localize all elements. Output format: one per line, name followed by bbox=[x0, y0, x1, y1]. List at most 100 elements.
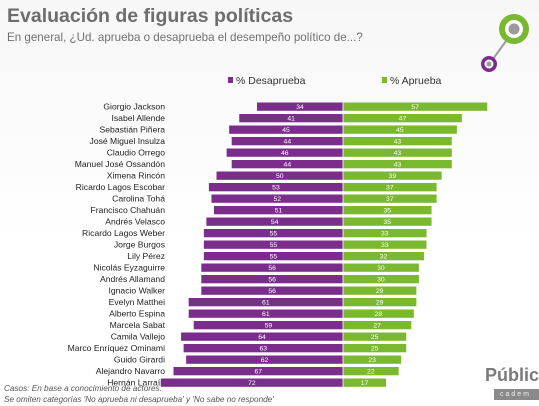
value-label-aprueba-giorgio-jackson: 57 bbox=[411, 104, 419, 111]
value-label-aprueba-alberto-espina: 28 bbox=[375, 311, 383, 318]
value-label-aprueba-hernan-larrain: 17 bbox=[361, 380, 369, 387]
brand-subname: cadem bbox=[494, 389, 539, 400]
value-label-desaprueba-hernan-larrain: 72 bbox=[248, 380, 256, 387]
category-label-lily-perez: Lily Pérez bbox=[127, 251, 165, 261]
value-label-aprueba-jorge-burgos: 33 bbox=[381, 242, 389, 249]
value-label-aprueba-evelyn-matthei: 29 bbox=[376, 300, 384, 307]
bar-desaprueba-ximena-rincon bbox=[216, 171, 343, 180]
value-label-desaprueba-jose-miguel-insulza: 44 bbox=[284, 139, 292, 146]
value-label-desaprueba-evelyn-matthei: 61 bbox=[262, 300, 270, 307]
category-label-andres-allamand: Andrés Allamand bbox=[100, 274, 165, 284]
bar-desaprueba-camila-vallejo bbox=[181, 332, 343, 341]
bar-desaprueba-marco-enriquez-ominami bbox=[183, 344, 343, 353]
bar-aprueba-jose-miguel-insulza bbox=[343, 137, 452, 146]
value-label-desaprueba-camila-vallejo: 64 bbox=[258, 334, 266, 341]
value-label-desaprueba-francisco-chahuan: 51 bbox=[275, 208, 283, 215]
bar-desaprueba-nicolas-eyzaguirre bbox=[201, 263, 343, 272]
bar-aprueba-alberto-espina bbox=[343, 309, 414, 318]
value-label-aprueba-carolina-toha: 37 bbox=[386, 196, 394, 203]
category-label-jose-miguel-insulza: José Miguel Insulza bbox=[90, 136, 166, 146]
value-label-aprueba-ximena-rincon: 39 bbox=[389, 173, 397, 180]
category-label-ximena-rincon: Ximena Rincón bbox=[107, 171, 165, 181]
bar-aprueba-claudio-orrego bbox=[343, 148, 452, 157]
value-label-aprueba-isabel-allende: 47 bbox=[399, 116, 407, 123]
bar-aprueba-isabel-allende bbox=[343, 114, 462, 123]
category-label-sebastian-pinera: Sebastián Piñera bbox=[100, 125, 166, 135]
category-label-giorgio-jackson: Giorgio Jackson bbox=[103, 102, 165, 112]
value-label-aprueba-nicolas-eyzaguirre: 30 bbox=[377, 265, 385, 272]
value-label-desaprueba-marcela-sabat: 59 bbox=[265, 323, 273, 330]
bar-desaprueba-guido-girardi bbox=[186, 355, 343, 364]
value-label-desaprueba-marco-enriquez-ominami: 63 bbox=[260, 346, 268, 353]
value-label-aprueba-ricardo-lagos-escobar: 37 bbox=[386, 185, 394, 192]
value-label-aprueba-manuel-jose-ossandon: 43 bbox=[394, 162, 402, 169]
value-label-desaprueba-guido-girardi: 62 bbox=[261, 357, 269, 364]
brand-circles-icon bbox=[481, 14, 529, 72]
value-label-desaprueba-claudio-orrego: 46 bbox=[281, 150, 289, 157]
category-label-carolina-toha: Carolina Tohá bbox=[112, 194, 165, 204]
value-label-aprueba-andres-velasco: 35 bbox=[383, 219, 391, 226]
category-label-nicolas-eyzaguirre: Nicolás Eyzaguirre bbox=[93, 263, 165, 273]
value-label-desaprueba-ximena-rincon: 50 bbox=[276, 173, 284, 180]
bar-desaprueba-carolina-toha bbox=[211, 194, 343, 203]
bar-aprueba-carolina-toha bbox=[343, 194, 437, 203]
value-label-aprueba-sebastian-pinera: 45 bbox=[396, 127, 404, 134]
category-label-marco-enriquez-ominami: Marco Enríquez Ominami bbox=[68, 343, 166, 353]
footer-cases-note: Casos: En base a conocimiento de actores… bbox=[4, 384, 162, 393]
value-label-desaprueba-sebastian-pinera: 45 bbox=[282, 127, 290, 134]
value-label-aprueba-alejandro-navarro: 22 bbox=[367, 369, 375, 376]
category-label-guido-girardi: Guido Girardi bbox=[114, 355, 165, 365]
chart-title: Evaluación de figuras políticas bbox=[7, 5, 294, 27]
legend-swatch-aprueba bbox=[382, 77, 387, 83]
category-label-andres-velasco: Andrés Velasco bbox=[105, 217, 165, 227]
category-label-ignacio-walker: Ignacio Walker bbox=[108, 286, 165, 296]
value-label-desaprueba-ignacio-walker: 56 bbox=[268, 288, 276, 295]
bar-desaprueba-hernan-larrain bbox=[160, 378, 343, 387]
value-label-aprueba-claudio-orrego: 43 bbox=[394, 150, 402, 157]
value-label-desaprueba-manuel-jose-ossandon: 44 bbox=[284, 162, 292, 169]
value-label-aprueba-francisco-chahuan: 35 bbox=[383, 208, 391, 215]
bar-aprueba-sebastian-pinera bbox=[343, 125, 457, 134]
category-label-isabel-allende: Isabel Allende bbox=[111, 113, 165, 123]
category-label-alejandro-navarro: Alejandro Navarro bbox=[96, 366, 165, 376]
value-label-aprueba-ricardo-lagos-weber: 33 bbox=[381, 231, 389, 238]
legend-swatch-desaprueba bbox=[228, 77, 233, 83]
chart-subtitle: En general, ¿Ud. aprueba o desaprueba el… bbox=[7, 31, 363, 44]
bar-aprueba-ximena-rincon bbox=[343, 171, 442, 180]
value-label-aprueba-ignacio-walker: 29 bbox=[376, 288, 384, 295]
category-label-marcela-sabat: Marcela Sabat bbox=[110, 320, 166, 330]
bars-group: Giorgio Jackson 34 57 Isabel Allende 41 47 Seb… bbox=[68, 100, 488, 389]
bar-desaprueba-sebastian-pinera bbox=[229, 125, 343, 134]
value-label-aprueba-lily-perez: 32 bbox=[380, 254, 388, 261]
legend-label-aprueba: % Aprueba bbox=[390, 75, 442, 87]
value-label-desaprueba-andres-velasco: 54 bbox=[271, 219, 279, 226]
value-label-desaprueba-alejandro-navarro: 67 bbox=[254, 369, 262, 376]
bar-desaprueba-alejandro-navarro bbox=[173, 367, 343, 376]
category-label-francisco-chahuan: Francisco Chahuán bbox=[90, 205, 165, 215]
value-label-desaprueba-isabel-allende: 41 bbox=[287, 116, 295, 123]
bar-aprueba-alejandro-navarro bbox=[343, 367, 399, 376]
value-label-aprueba-andres-allamand: 30 bbox=[377, 277, 385, 284]
value-label-desaprueba-ricardo-lagos-escobar: 53 bbox=[272, 185, 280, 192]
legend: % Desaprueba % Aprueba bbox=[228, 75, 442, 87]
category-label-jorge-burgos: Jorge Burgos bbox=[114, 240, 165, 250]
bar-aprueba-ricardo-lagos-weber bbox=[343, 229, 427, 238]
bar-desaprueba-andres-allamand bbox=[201, 275, 343, 284]
bar-aprueba-andres-velasco bbox=[343, 217, 432, 226]
value-label-desaprueba-ricardo-lagos-weber: 55 bbox=[270, 231, 278, 238]
bar-desaprueba-jose-miguel-insulza bbox=[231, 137, 343, 146]
value-label-aprueba-marcela-sabat: 27 bbox=[373, 323, 381, 330]
bar-aprueba-camila-vallejo bbox=[343, 332, 407, 341]
value-label-aprueba-jose-miguel-insulza: 43 bbox=[394, 139, 402, 146]
bar-aprueba-marcela-sabat bbox=[343, 321, 412, 330]
bar-aprueba-nicolas-eyzaguirre bbox=[343, 263, 419, 272]
bar-desaprueba-alberto-espina bbox=[188, 309, 343, 318]
bar-desaprueba-ricardo-lagos-escobar bbox=[208, 183, 343, 192]
bar-aprueba-francisco-chahuan bbox=[343, 206, 432, 215]
category-label-ricardo-lagos-weber: Ricardo Lagos Weber bbox=[82, 228, 165, 238]
legend-label-desaprueba: % Desaprueba bbox=[236, 75, 306, 87]
bar-aprueba-evelyn-matthei bbox=[343, 298, 417, 307]
category-label-claudio-orrego: Claudio Orrego bbox=[107, 148, 165, 158]
bar-desaprueba-ignacio-walker bbox=[201, 286, 343, 295]
category-label-evelyn-matthei: Evelyn Matthei bbox=[109, 297, 165, 307]
